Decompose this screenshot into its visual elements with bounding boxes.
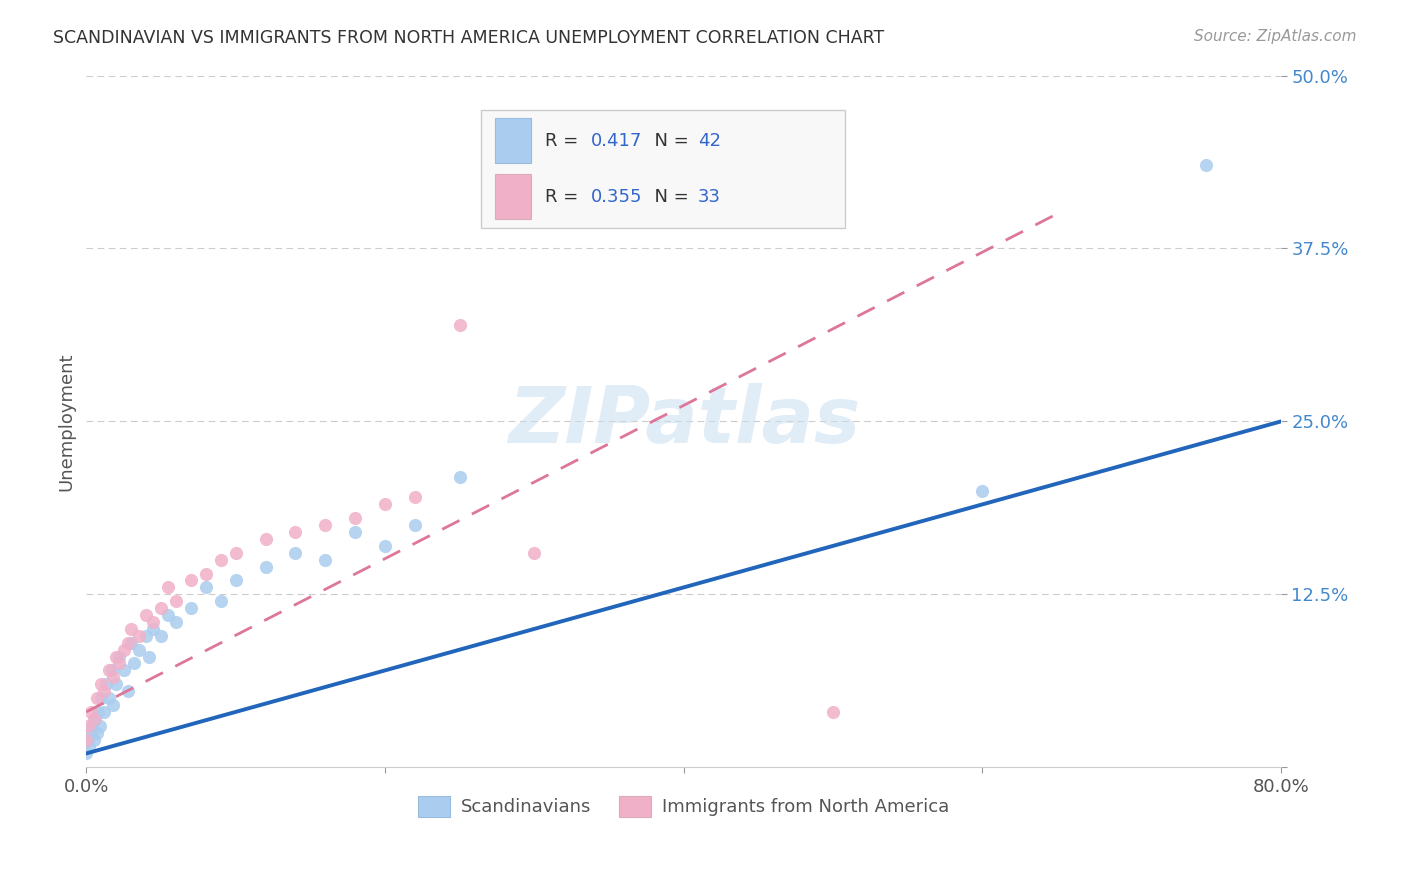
- Point: [449, 469, 471, 483]
- Point: [108, 649, 131, 664]
- Point: [128, 642, 150, 657]
- Point: [89, 719, 111, 733]
- Point: [254, 532, 277, 546]
- Point: [142, 622, 165, 636]
- Text: 0.355: 0.355: [591, 188, 643, 206]
- Point: [87, 705, 110, 719]
- Point: [90, 677, 112, 691]
- Point: [75, 747, 97, 761]
- Point: [122, 657, 145, 671]
- Point: [94, 677, 117, 691]
- Point: [449, 318, 471, 332]
- Point: [105, 649, 128, 664]
- Text: N =: N =: [643, 132, 695, 150]
- Text: SCANDINAVIAN VS IMMIGRANTS FROM NORTH AMERICA UNEMPLOYMENT CORRELATION CHART: SCANDINAVIAN VS IMMIGRANTS FROM NORTH AM…: [53, 29, 884, 46]
- Point: [112, 664, 135, 678]
- Text: 33: 33: [697, 188, 721, 206]
- Point: [284, 524, 307, 539]
- Point: [157, 581, 180, 595]
- Point: [344, 511, 367, 525]
- Point: [344, 524, 367, 539]
- Point: [100, 664, 122, 678]
- Point: [76, 732, 98, 747]
- Point: [404, 518, 426, 533]
- Point: [194, 566, 217, 581]
- Text: N =: N =: [643, 188, 695, 206]
- Point: [225, 546, 247, 560]
- Point: [142, 615, 165, 629]
- Point: [374, 539, 396, 553]
- Point: [225, 574, 247, 588]
- Point: [254, 559, 277, 574]
- Point: [101, 698, 124, 712]
- Point: [404, 491, 426, 505]
- Point: [77, 739, 100, 754]
- Point: [80, 725, 103, 739]
- Point: [194, 581, 217, 595]
- Point: [75, 732, 97, 747]
- Point: [374, 497, 396, 511]
- Point: [117, 684, 139, 698]
- Text: R =: R =: [546, 132, 583, 150]
- Point: [101, 670, 124, 684]
- Text: ZIPatlas: ZIPatlas: [508, 384, 860, 459]
- Point: [149, 601, 172, 615]
- Point: [138, 649, 160, 664]
- Point: [135, 629, 157, 643]
- Point: [314, 518, 336, 533]
- Point: [157, 608, 180, 623]
- Point: [82, 719, 104, 733]
- Point: [209, 594, 232, 608]
- Point: [149, 629, 172, 643]
- Point: [90, 691, 112, 706]
- Legend: Scandinavians, Immigrants from North America: Scandinavians, Immigrants from North Ame…: [411, 789, 956, 824]
- Text: R =: R =: [546, 188, 583, 206]
- Point: [1195, 158, 1218, 172]
- Point: [821, 705, 844, 719]
- Point: [180, 601, 202, 615]
- Point: [83, 732, 105, 747]
- Point: [76, 719, 98, 733]
- Point: [93, 684, 115, 698]
- Point: [84, 712, 107, 726]
- Point: [209, 553, 232, 567]
- Point: [105, 677, 128, 691]
- Point: [972, 483, 994, 498]
- Bar: [495, 119, 530, 163]
- Point: [165, 615, 187, 629]
- Y-axis label: Unemployment: Unemployment: [58, 352, 75, 491]
- Point: [108, 657, 131, 671]
- Point: [93, 705, 115, 719]
- Point: [314, 553, 336, 567]
- Point: [120, 636, 142, 650]
- Point: [284, 546, 307, 560]
- Point: [117, 636, 139, 650]
- Point: [523, 546, 546, 560]
- Text: Source: ZipAtlas.com: Source: ZipAtlas.com: [1194, 29, 1357, 44]
- FancyBboxPatch shape: [481, 110, 845, 227]
- Bar: [495, 175, 530, 219]
- Point: [83, 712, 105, 726]
- Point: [165, 594, 187, 608]
- Point: [128, 629, 150, 643]
- Text: 42: 42: [697, 132, 721, 150]
- Point: [120, 622, 142, 636]
- Point: [97, 664, 120, 678]
- Point: [97, 691, 120, 706]
- Text: 0.417: 0.417: [591, 132, 643, 150]
- Point: [86, 691, 108, 706]
- Point: [80, 705, 103, 719]
- Point: [112, 642, 135, 657]
- Point: [180, 574, 202, 588]
- Point: [135, 608, 157, 623]
- Point: [86, 725, 108, 739]
